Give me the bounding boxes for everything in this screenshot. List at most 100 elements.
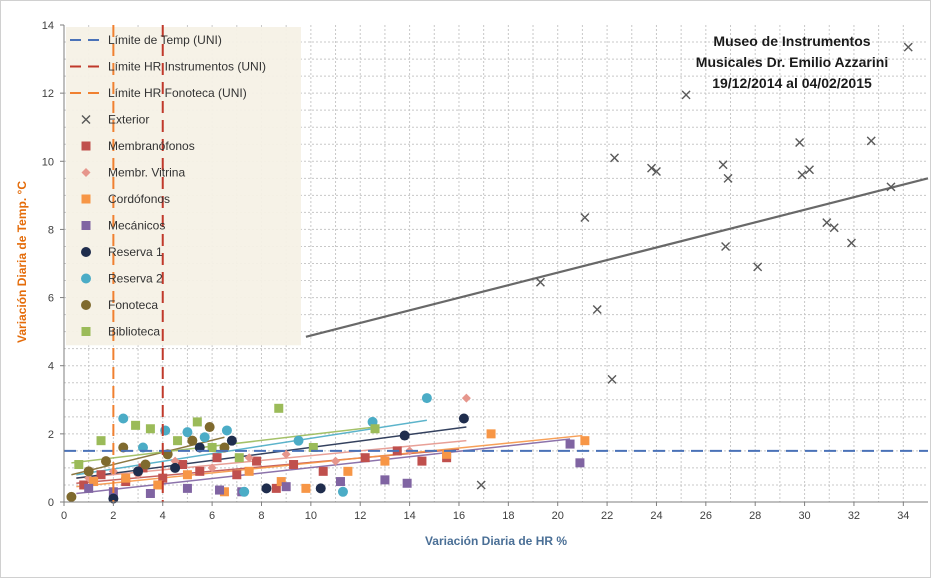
data-point — [442, 449, 452, 459]
data-point — [822, 218, 832, 228]
data-point-stroke — [609, 153, 619, 163]
data-point — [281, 449, 291, 459]
data-point — [89, 477, 99, 487]
data-point-stroke — [535, 277, 545, 287]
x-axis-title: Variación Diaria de HR % — [425, 534, 567, 548]
legend-label: Límite de Temp (UNI) — [108, 33, 222, 47]
data-point — [244, 466, 254, 476]
data-point — [81, 141, 91, 151]
data-point — [866, 136, 876, 146]
data-point — [337, 486, 348, 497]
data-point — [239, 486, 250, 497]
data-point-stroke — [886, 182, 896, 192]
data-point — [81, 115, 91, 124]
legend-label: Membranófonos — [108, 139, 195, 153]
data-point — [360, 453, 370, 463]
data-point-stroke — [797, 170, 807, 180]
y-tick-label: 12 — [42, 88, 54, 100]
legend-label: Cordófonos — [108, 192, 170, 206]
data-point — [173, 436, 183, 446]
data-point — [417, 456, 427, 466]
y-tick-label: 4 — [48, 361, 54, 373]
legend-item-l-mite-de-temp-uni-: Límite de Temp (UNI) — [70, 33, 222, 47]
legend-label: Fonoteca — [108, 298, 158, 312]
data-point-stroke — [723, 173, 733, 183]
data-point — [797, 170, 807, 180]
legend-item-biblioteca: Biblioteca — [81, 325, 160, 339]
legend-item-cord-fonos: Cordófonos — [81, 192, 170, 206]
x-tick-label: 32 — [848, 510, 860, 522]
chart-title-line-1: Museo de Instrumentos — [713, 33, 870, 49]
data-point-stroke — [829, 223, 839, 233]
x-tick-label: 24 — [650, 510, 662, 522]
data-point — [293, 435, 304, 446]
data-point — [580, 436, 590, 446]
x-tick-label: 20 — [552, 510, 564, 522]
data-point — [81, 273, 91, 284]
legend-panel — [66, 27, 301, 346]
data-point — [81, 221, 91, 230]
data-point — [421, 393, 432, 404]
y-tick-label: 2 — [48, 429, 54, 441]
legend-label: Exterior — [108, 113, 149, 127]
data-point — [244, 453, 254, 463]
x-tick-label: 14 — [403, 510, 415, 522]
y-tick-label: 10 — [42, 156, 54, 168]
legend-item-exterior: Exterior — [81, 113, 149, 127]
data-point — [182, 483, 192, 493]
data-point — [647, 163, 657, 173]
axes: 0 2 4 6 8 10 12 14 16 18 20 22 24 26 28 30 32 34024681012… — [42, 20, 928, 522]
x-tick-label: 2 — [110, 510, 116, 522]
trend-line — [305, 177, 929, 338]
legend-label: Límite HR Instrumentos (UNI) — [108, 60, 266, 74]
data-point — [274, 403, 284, 413]
series-exterior — [476, 42, 913, 490]
data-points — [66, 42, 913, 504]
x-tick-label: 34 — [897, 510, 909, 522]
data-point — [79, 480, 89, 490]
chart-title-line-2: Musicales Dr. Emilio Azzarini — [696, 54, 888, 70]
data-point — [289, 460, 299, 470]
data-point — [721, 241, 731, 251]
data-point — [177, 460, 187, 470]
legend-label: Reserva 1 — [108, 245, 163, 259]
series-biblioteca — [74, 403, 380, 470]
data-point — [829, 223, 839, 233]
data-point — [271, 483, 281, 493]
data-point-stroke — [718, 160, 728, 170]
trend-line — [76, 419, 427, 476]
data-point-stroke — [592, 305, 602, 314]
data-point — [232, 470, 242, 480]
data-point — [66, 491, 77, 502]
x-tick-label: 18 — [502, 510, 514, 522]
data-point — [580, 213, 590, 222]
data-point — [221, 425, 232, 436]
data-point — [133, 466, 144, 477]
data-point-stroke — [681, 90, 691, 100]
data-point — [535, 277, 545, 287]
data-point — [158, 473, 168, 483]
data-point-stroke — [822, 218, 832, 228]
data-point — [565, 439, 575, 449]
x-tick-label: 16 — [453, 510, 465, 522]
data-point — [182, 470, 192, 480]
data-point — [219, 487, 229, 497]
legend-item-reserva-2: Reserva 2 — [81, 272, 163, 286]
data-point — [160, 425, 171, 436]
data-point — [187, 435, 198, 446]
data-point-stroke — [607, 374, 617, 384]
data-point — [380, 456, 390, 466]
data-point — [226, 435, 237, 446]
series-reserva-1 — [108, 413, 469, 504]
data-point — [651, 167, 661, 177]
data-point-stroke — [580, 213, 590, 222]
data-point — [145, 488, 155, 498]
y-tick-label: 8 — [48, 224, 54, 236]
x-tick-label: 8 — [258, 510, 264, 522]
data-point — [886, 182, 896, 192]
x-tick-label: 6 — [209, 510, 215, 522]
data-point — [753, 262, 763, 272]
data-point — [486, 429, 496, 439]
data-point — [207, 463, 217, 473]
